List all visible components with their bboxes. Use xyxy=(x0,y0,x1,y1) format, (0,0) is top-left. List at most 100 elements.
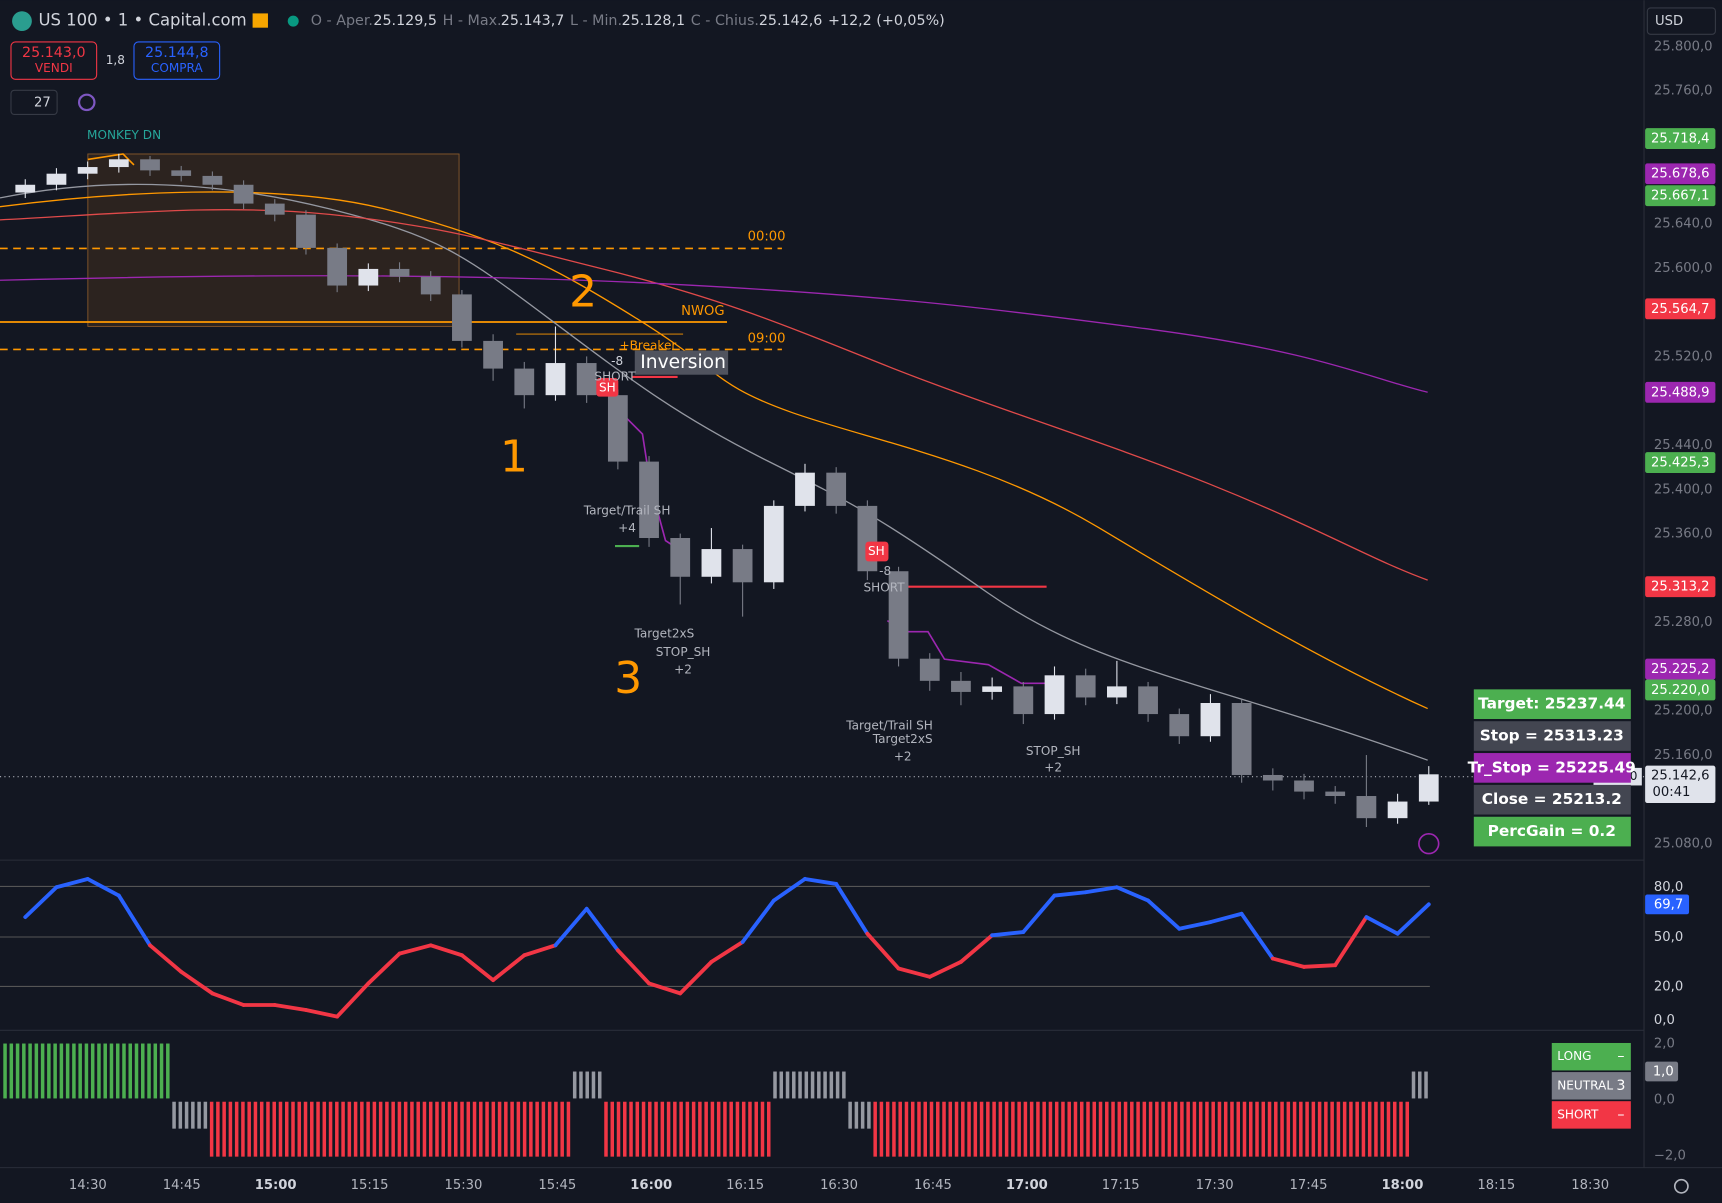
price-tag-label: 25.488,9 xyxy=(1651,385,1710,400)
flag-icon[interactable] xyxy=(252,13,268,28)
signal-bar xyxy=(222,1101,226,1157)
signal-bar xyxy=(616,1101,621,1157)
signal-bar xyxy=(810,1071,815,1099)
last-price-tag xyxy=(1645,765,1716,804)
signal-bar xyxy=(1042,1101,1046,1157)
signal-bar xyxy=(15,1043,20,1099)
currency-select[interactable] xyxy=(1646,7,1716,35)
annotation: Target2xS xyxy=(633,626,694,640)
signal-bar xyxy=(1130,1101,1134,1157)
time-tick-label: 14:45 xyxy=(163,1178,201,1193)
signal-bar xyxy=(1136,1101,1140,1157)
osc-line xyxy=(740,898,776,944)
time-tick-label: 17:45 xyxy=(1290,1178,1328,1193)
osc-line xyxy=(179,969,215,996)
symbol-logo xyxy=(12,11,32,31)
signal-bar xyxy=(472,1101,477,1157)
signal-bar xyxy=(40,1043,45,1099)
signal-bar xyxy=(84,1043,89,1099)
candle-body xyxy=(1107,686,1127,698)
signal-bar xyxy=(547,1101,552,1157)
signal-bar xyxy=(910,1101,915,1157)
osc-line xyxy=(927,959,963,979)
settings-icon[interactable] xyxy=(1673,1178,1689,1194)
signal-bar xyxy=(141,1043,145,1099)
signal-bar xyxy=(541,1101,546,1157)
annotation: 00:00 xyxy=(748,229,786,244)
moving-average xyxy=(0,275,1428,393)
ohlc-value: 25.142,6 xyxy=(759,13,823,29)
signal-bar xyxy=(416,1101,420,1157)
currency[interactable]: USD xyxy=(1655,14,1683,29)
candle-body xyxy=(1418,774,1439,802)
sell-label[interactable]: VENDI xyxy=(35,61,73,75)
osc-line xyxy=(428,943,464,958)
signal-bar xyxy=(253,1101,258,1157)
price-tick-label: 25.200,0 xyxy=(1654,704,1713,719)
signal-bar xyxy=(1148,1101,1153,1157)
sell-button[interactable] xyxy=(10,41,98,80)
alert-icon[interactable] xyxy=(1418,832,1440,855)
signal-bar xyxy=(134,1043,139,1099)
range-box xyxy=(87,153,460,327)
signal-bar xyxy=(1192,1101,1197,1157)
price-tag-label: 25.564,7 xyxy=(1651,302,1710,317)
signal-bar xyxy=(572,1071,577,1099)
info-cell xyxy=(1473,816,1631,847)
signal-bar xyxy=(610,1101,615,1157)
signal-bar xyxy=(522,1101,527,1157)
candle-body xyxy=(670,538,691,577)
candle-body xyxy=(46,173,67,185)
signal-bar xyxy=(716,1101,721,1157)
buy-button[interactable] xyxy=(133,41,221,80)
candle-body xyxy=(1325,791,1346,797)
indicators-toggle[interactable] xyxy=(10,89,58,115)
signal-bar xyxy=(234,1101,239,1157)
signal-bar xyxy=(1299,1101,1303,1157)
signal-bar xyxy=(842,1071,846,1099)
sell-price[interactable]: 25.143,0 xyxy=(22,45,86,61)
buy-label[interactable]: COMPRA xyxy=(151,61,204,75)
sync-icon[interactable] xyxy=(77,93,96,112)
buy-price[interactable]: 25.144,8 xyxy=(145,45,209,61)
candle-body xyxy=(1356,796,1377,819)
time-tick-label: 16:00 xyxy=(630,1178,672,1193)
candle-body xyxy=(389,268,410,277)
osc-line xyxy=(865,931,901,971)
signal-bar xyxy=(698,1101,702,1157)
info-cell xyxy=(1473,753,1631,783)
candle-body xyxy=(1044,675,1065,715)
price-tag-label: 25.313,2 xyxy=(1651,580,1710,595)
signal-bar xyxy=(704,1101,708,1157)
signal-bar xyxy=(1424,1071,1428,1099)
osc-line xyxy=(304,1008,340,1019)
time-tick-label: 18:30 xyxy=(1571,1178,1609,1193)
signal-bar xyxy=(623,1101,627,1157)
ohlc-value: 25.128,1 xyxy=(622,13,686,29)
signal-bar xyxy=(710,1101,715,1157)
moving-average xyxy=(87,153,135,166)
dynamic: 25.800,0 25.760,0 25.640,0 25.600,0 25.520,0… xyxy=(3,39,1716,1193)
osc-line xyxy=(1177,920,1213,931)
signal-bar xyxy=(648,1101,652,1157)
signal-bar xyxy=(3,1043,7,1099)
price-tag-label: 25.225,2 xyxy=(1651,662,1710,677)
candle-body xyxy=(483,340,503,369)
osc-line xyxy=(990,930,1026,938)
signal-bar xyxy=(1292,1101,1297,1157)
signal-bar xyxy=(422,1101,427,1157)
candle-body xyxy=(358,268,379,286)
signal-bar xyxy=(817,1071,821,1099)
osc-line xyxy=(335,981,371,1019)
osc-line xyxy=(85,877,121,898)
signal-bar xyxy=(998,1101,1003,1157)
signal-bar xyxy=(1267,1101,1272,1157)
candle-body xyxy=(763,505,784,583)
symbol[interactable]: US 100 • 1 • Capital.com xyxy=(38,11,246,30)
indicators-count[interactable]: 27 xyxy=(34,95,51,110)
osc-line xyxy=(771,877,807,903)
annotation: Target/Trail SH xyxy=(845,719,933,733)
price-tag-label: 25.718,4 xyxy=(1651,132,1710,147)
signal-bar xyxy=(785,1071,790,1099)
